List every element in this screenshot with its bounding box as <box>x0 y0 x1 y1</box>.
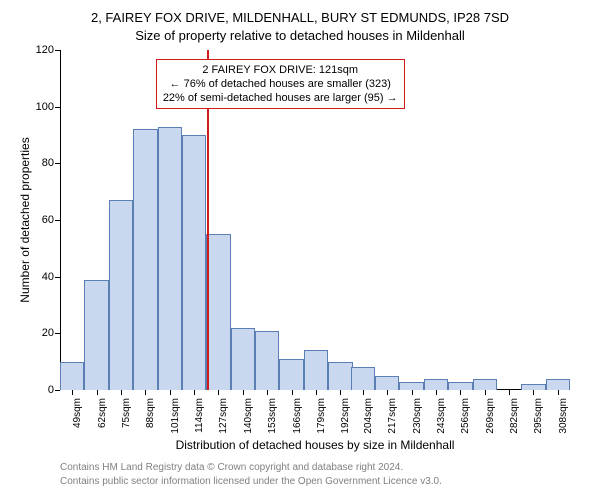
histogram-bar <box>255 331 279 391</box>
y-tick-label: 0 <box>14 384 54 396</box>
x-tick-mark <box>387 390 388 395</box>
chart-title-address: 2, FAIREY FOX DRIVE, MILDENHALL, BURY ST… <box>0 10 600 25</box>
x-tick-mark <box>194 390 195 395</box>
histogram-bar <box>351 367 375 390</box>
chart-container: 2, FAIREY FOX DRIVE, MILDENHALL, BURY ST… <box>0 0 600 500</box>
y-axis-line <box>60 50 61 390</box>
chart-subtitle: Size of property relative to detached ho… <box>0 28 600 43</box>
x-tick-label: 62sqm <box>97 398 108 448</box>
histogram-bar <box>473 379 497 390</box>
x-tick-mark <box>121 390 122 395</box>
histogram-bar <box>424 379 448 390</box>
x-tick-mark <box>316 390 317 395</box>
x-tick-mark <box>412 390 413 395</box>
footer-copyright-2: Contains public sector information licen… <box>60 476 580 487</box>
x-tick-label: 282sqm <box>509 398 520 448</box>
histogram-bar <box>231 328 255 390</box>
histogram-bar <box>109 200 133 390</box>
x-tick-label: 243sqm <box>436 398 447 448</box>
y-tick-mark <box>55 277 60 278</box>
x-tick-label: 127sqm <box>218 398 229 448</box>
x-tick-label: 114sqm <box>194 398 205 448</box>
histogram-bar <box>328 362 352 390</box>
x-tick-mark <box>97 390 98 395</box>
x-tick-label: 295sqm <box>533 398 544 448</box>
y-tick-mark <box>55 390 60 391</box>
histogram-bar <box>84 280 108 391</box>
x-tick-label: 308sqm <box>558 398 569 448</box>
y-tick-label: 80 <box>14 157 54 169</box>
histogram-bar <box>304 350 328 390</box>
y-tick-mark <box>55 50 60 51</box>
x-tick-label: 166sqm <box>292 398 303 448</box>
x-tick-label: 256sqm <box>460 398 471 448</box>
x-tick-label: 269sqm <box>485 398 496 448</box>
histogram-bar <box>375 376 399 390</box>
x-tick-mark <box>340 390 341 395</box>
x-tick-mark <box>292 390 293 395</box>
x-tick-mark <box>72 390 73 395</box>
y-tick-mark <box>55 220 60 221</box>
plot-area: 2 FAIREY FOX DRIVE: 121sqm← 76% of detac… <box>60 50 570 390</box>
annotation-line: 2 FAIREY FOX DRIVE: 121sqm <box>163 63 398 77</box>
x-tick-label: 75sqm <box>121 398 132 448</box>
x-tick-label: 88sqm <box>145 398 156 448</box>
footer-copyright-1: Contains HM Land Registry data © Crown c… <box>60 462 580 473</box>
y-tick-label: 60 <box>14 214 54 226</box>
histogram-bar <box>546 379 570 390</box>
x-tick-mark <box>485 390 486 395</box>
annotation-box: 2 FAIREY FOX DRIVE: 121sqm← 76% of detac… <box>156 59 405 110</box>
histogram-bar <box>60 362 84 390</box>
y-tick-label: 40 <box>14 271 54 283</box>
x-tick-mark <box>460 390 461 395</box>
x-tick-label: 192sqm <box>340 398 351 448</box>
annotation-line: 22% of semi-detached houses are larger (… <box>163 91 398 105</box>
x-tick-mark <box>145 390 146 395</box>
x-tick-label: 153sqm <box>267 398 278 448</box>
histogram-bar <box>206 234 230 390</box>
x-tick-label: 101sqm <box>170 398 181 448</box>
x-tick-mark <box>533 390 534 395</box>
histogram-bar <box>182 135 206 390</box>
x-tick-mark <box>218 390 219 395</box>
histogram-bar <box>158 127 182 391</box>
x-tick-label: 140sqm <box>243 398 254 448</box>
y-tick-mark <box>55 107 60 108</box>
x-tick-label: 179sqm <box>316 398 327 448</box>
x-tick-mark <box>170 390 171 395</box>
x-tick-mark <box>436 390 437 395</box>
histogram-bar <box>279 359 303 390</box>
histogram-bar <box>133 129 157 390</box>
x-tick-mark <box>363 390 364 395</box>
y-tick-mark <box>55 163 60 164</box>
x-tick-label: 230sqm <box>412 398 423 448</box>
y-tick-label: 100 <box>14 101 54 113</box>
histogram-bar <box>448 382 472 391</box>
x-tick-label: 204sqm <box>363 398 374 448</box>
y-tick-mark <box>55 333 60 334</box>
annotation-line: ← 76% of detached houses are smaller (32… <box>163 77 398 91</box>
y-tick-label: 120 <box>14 44 54 56</box>
y-tick-label: 20 <box>14 327 54 339</box>
histogram-bar <box>399 382 423 391</box>
x-tick-mark <box>267 390 268 395</box>
x-tick-mark <box>509 390 510 395</box>
x-tick-mark <box>243 390 244 395</box>
x-tick-label: 49sqm <box>72 398 83 448</box>
x-tick-label: 217sqm <box>387 398 398 448</box>
x-tick-mark <box>558 390 559 395</box>
